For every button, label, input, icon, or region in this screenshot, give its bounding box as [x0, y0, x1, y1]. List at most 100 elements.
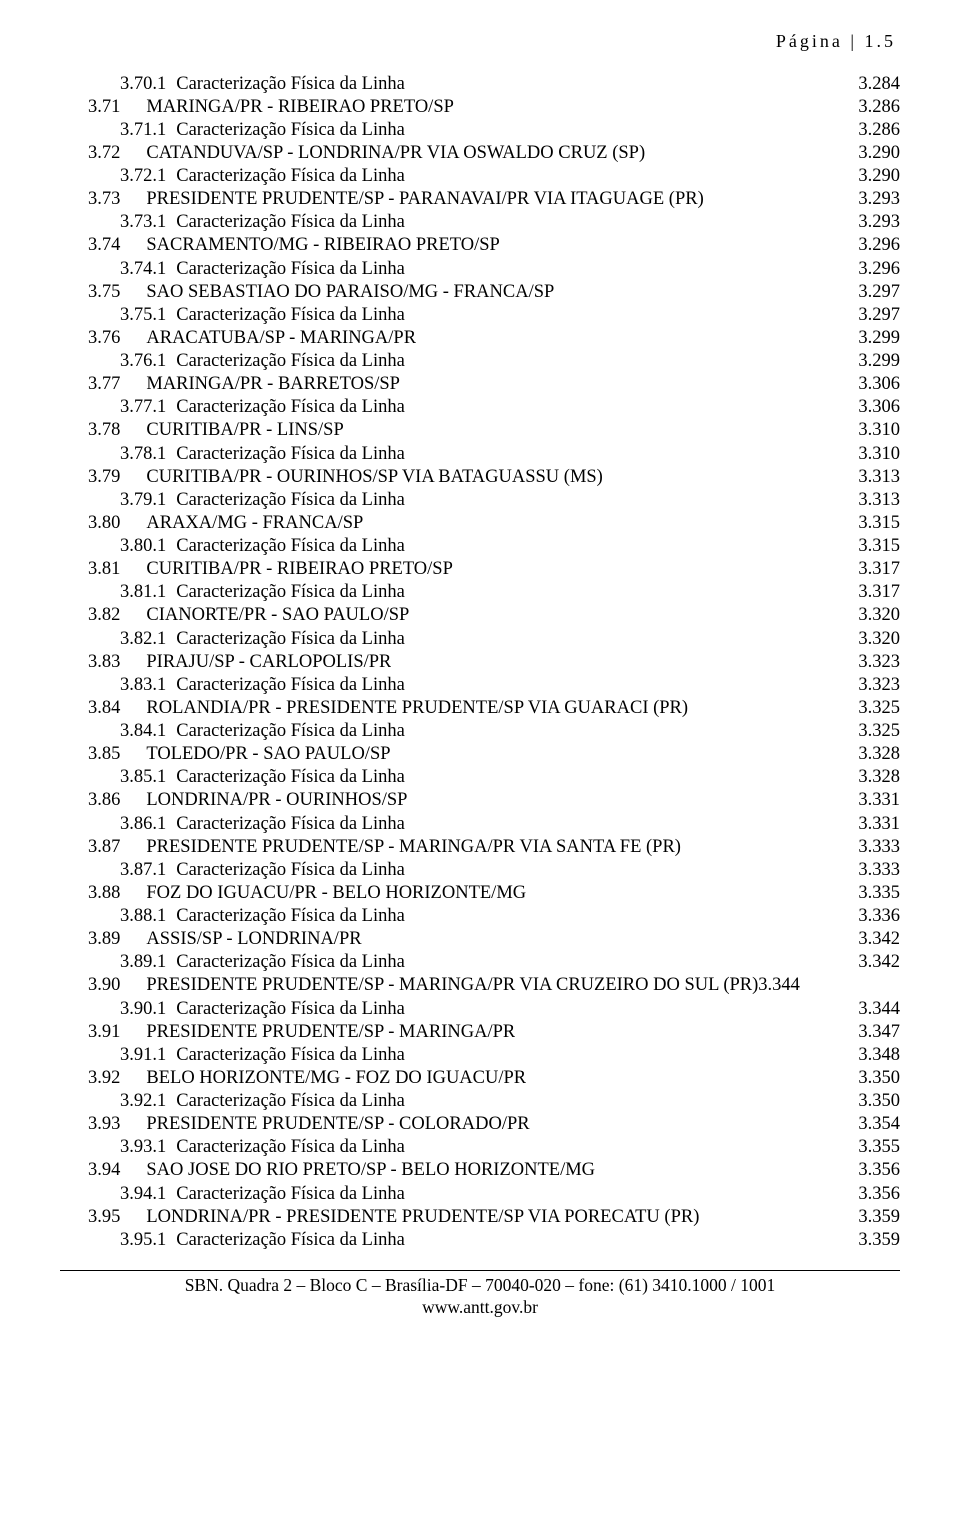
- toc-row: 3.90 PRESIDENTE PRUDENTE/SP - MARINGA/PR …: [60, 974, 900, 997]
- toc-number: 3.83: [88, 651, 120, 674]
- toc-title: Caracterização Física da Linha: [176, 766, 405, 789]
- toc-page: 3.328: [858, 743, 900, 766]
- toc-number: 3.71.1: [120, 119, 166, 142]
- toc-page: 3.320: [858, 628, 900, 651]
- toc-page: 3.299: [858, 350, 900, 373]
- toc-row: 3.84ROLANDIA/PR - PRESIDENTE PRUDENTE/SP…: [60, 697, 900, 720]
- toc-page: 3.344: [858, 998, 900, 1021]
- toc-page: 3.350: [858, 1067, 900, 1090]
- toc-number: 3.87.1: [120, 859, 166, 882]
- toc-number: 3.81.1: [120, 581, 166, 604]
- toc-number: 3.76: [88, 327, 120, 350]
- toc-number: 3.78: [88, 419, 120, 442]
- toc-title: Caracterização Física da Linha: [176, 119, 405, 142]
- toc-title: Caracterização Física da Linha: [176, 1229, 405, 1252]
- toc-page: 3.333: [858, 859, 900, 882]
- toc-title: FOZ DO IGUACU/PR - BELO HORIZONTE/MG: [146, 882, 526, 905]
- page-header: Página | 1.5: [60, 30, 900, 53]
- toc-row: 3.90.1Caracterização Física da Linha3.34…: [60, 998, 900, 1021]
- toc-page: 3.297: [858, 281, 900, 304]
- table-of-contents: 3.70.1 Caracterização Física da Linha 3.28…: [60, 73, 900, 1252]
- toc-row: 3.84.1Caracterização Física da Linha3.32…: [60, 720, 900, 743]
- toc-page: 3.310: [858, 443, 900, 466]
- toc-title: Caracterização Física da Linha: [176, 674, 405, 697]
- toc-title: CATANDUVA/SP - LONDRINA/PR VIA OSWALDO C…: [146, 142, 645, 165]
- toc-row: 3.91PRESIDENTE PRUDENTE/SP - MARINGA/PR3…: [60, 1021, 900, 1044]
- toc-title: Caracterização Física da Linha: [176, 951, 405, 974]
- toc-number: 3.82: [88, 604, 120, 627]
- toc-page: 3.333: [858, 836, 900, 859]
- toc-page: 3.355: [858, 1136, 900, 1159]
- toc-title: ARACATUBA/SP - MARINGA/PR: [146, 327, 416, 350]
- toc-title: ROLANDIA/PR - PRESIDENTE PRUDENTE/SP VIA…: [146, 697, 688, 720]
- toc-page: 3.286: [858, 119, 900, 142]
- toc-page: 3.297: [858, 304, 900, 327]
- toc-number: 3.79: [88, 466, 120, 489]
- toc-title: Caracterização Física da Linha: [176, 581, 405, 604]
- toc-row: 3.93.1Caracterização Física da Linha3.35…: [60, 1136, 900, 1159]
- toc-row: 3.94.1Caracterização Física da Linha3.35…: [60, 1183, 900, 1206]
- toc-row: 3.94SAO JOSE DO RIO PRETO/SP - BELO HORI…: [60, 1159, 900, 1182]
- toc-page: 3.331: [858, 789, 900, 812]
- toc-title: LONDRINA/PR - OURINHOS/SP: [146, 789, 407, 812]
- toc-row: 3.87.1Caracterização Física da Linha3.33…: [60, 859, 900, 882]
- toc-number: 3.85.1: [120, 766, 166, 789]
- toc-page: 3.293: [858, 188, 900, 211]
- toc-title: Caracterização Física da Linha: [176, 1090, 405, 1113]
- toc-page: 3.325: [858, 697, 900, 720]
- toc-row: 3.92BELO HORIZONTE/MG - FOZ DO IGUACU/PR…: [60, 1067, 900, 1090]
- toc-page: 3.359: [858, 1206, 900, 1229]
- toc-title: TOLEDO/PR - SAO PAULO/SP: [146, 743, 390, 766]
- toc-row: 3.95LONDRINA/PR - PRESIDENTE PRUDENTE/SP…: [60, 1206, 900, 1229]
- toc-title: BELO HORIZONTE/MG - FOZ DO IGUACU/PR: [146, 1067, 526, 1090]
- toc-row: 3.86LONDRINA/PR - OURINHOS/SP3.331: [60, 789, 900, 812]
- toc-number: 3.84.1: [120, 720, 166, 743]
- toc-title: PRESIDENTE PRUDENTE/SP - MARINGA/PR VIA …: [146, 974, 758, 997]
- toc-number: 3.94: [88, 1159, 120, 1182]
- toc-number: 3.70.1: [120, 73, 166, 96]
- toc-number: 3.74.1: [120, 258, 166, 281]
- toc-title: Caracterização Física da Linha: [176, 1183, 405, 1206]
- toc-number: 3.89: [88, 928, 120, 951]
- toc-page: 3.359: [858, 1229, 900, 1252]
- toc-number: 3.90: [88, 974, 120, 997]
- toc-page: 3.313: [858, 466, 900, 489]
- toc-title: Caracterização Física da Linha: [176, 905, 405, 928]
- toc-number: 3.72: [88, 142, 120, 165]
- toc-row: 3.85TOLEDO/PR - SAO PAULO/SP3.328: [60, 743, 900, 766]
- toc-title: ARAXA/MG - FRANCA/SP: [146, 512, 363, 535]
- toc-page: 3.306: [858, 396, 900, 419]
- toc-row: 3.72 CATANDUVA/SP - LONDRINA/PR VIA OSWAL…: [60, 142, 900, 165]
- toc-title: PRESIDENTE PRUDENTE/SP - MARINGA/PR: [146, 1021, 515, 1044]
- toc-row: 3.77.1Caracterização Física da Linha3.30…: [60, 396, 900, 419]
- toc-page: 3.315: [858, 535, 900, 558]
- toc-row: 3.83.1Caracterização Física da Linha3.32…: [60, 674, 900, 697]
- toc-title: Caracterização Física da Linha: [176, 211, 405, 234]
- toc-page: 3.296: [858, 234, 900, 257]
- toc-page: 3.335: [858, 882, 900, 905]
- toc-number: 3.83.1: [120, 674, 166, 697]
- toc-title: SAO SEBASTIAO DO PARAISO/MG - FRANCA/SP: [146, 281, 554, 304]
- toc-page: 3.315: [858, 512, 900, 535]
- toc-row: 3.82.1Caracterização Física da Linha3.32…: [60, 628, 900, 651]
- toc-row: 3.73.1Caracterização Física da Linha3.29…: [60, 211, 900, 234]
- toc-page: 3.354: [858, 1113, 900, 1136]
- toc-title: Caracterização Física da Linha: [176, 165, 405, 188]
- toc-title: Caracterização Física da Linha: [176, 720, 405, 743]
- toc-title: Caracterização Física da Linha: [176, 813, 405, 836]
- toc-row: 3.87PRESIDENTE PRUDENTE/SP - MARINGA/PR …: [60, 836, 900, 859]
- toc-row: 3.88.1Caracterização Física da Linha3.33…: [60, 905, 900, 928]
- toc-number: 3.80.1: [120, 535, 166, 558]
- toc-title: Caracterização Física da Linha: [176, 443, 405, 466]
- toc-number: 3.77: [88, 373, 120, 396]
- toc-title: SACRAMENTO/MG - RIBEIRAO PRETO/SP: [146, 234, 499, 257]
- toc-page: 3.347: [858, 1021, 900, 1044]
- toc-row: 3.72.1Caracterização Física da Linha3.29…: [60, 165, 900, 188]
- toc-row: 3.89.1Caracterização Física da Linha3.34…: [60, 951, 900, 974]
- footer-line2-wrap: www.antt.gov.br: [60, 1297, 900, 1319]
- toc-number: 3.73: [88, 188, 120, 211]
- toc-number: 3.94.1: [120, 1183, 166, 1206]
- toc-number: 3.75: [88, 281, 120, 304]
- toc-page: 3.306: [858, 373, 900, 396]
- toc-row: 3.79.1Caracterização Física da Linha3.31…: [60, 489, 900, 512]
